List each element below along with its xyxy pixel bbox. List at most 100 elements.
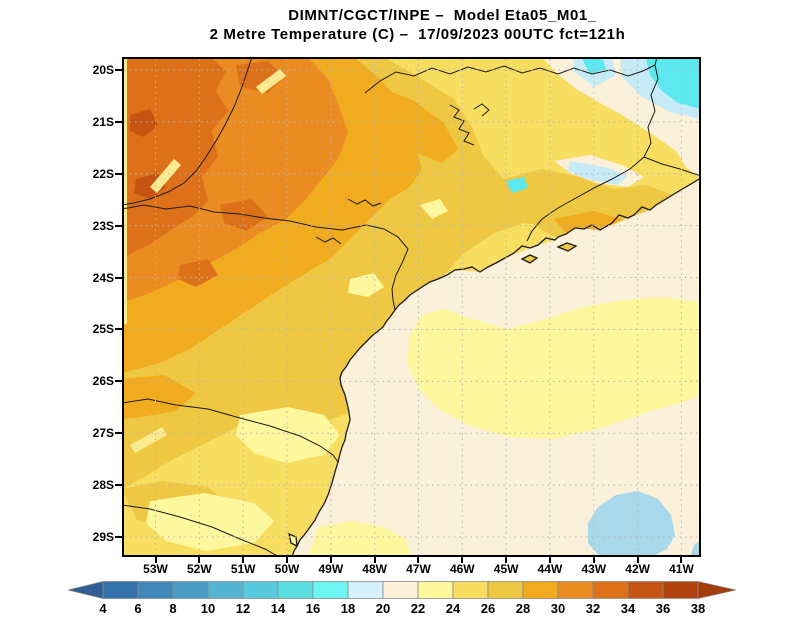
colorbar-tick-32: 32 [585, 601, 601, 616]
colorbar-cell-34-36 [627, 581, 664, 599]
colorbar-tick-28: 28 [515, 601, 531, 616]
lat-tick-22S [115, 172, 122, 175]
lat-label-22S: 22S [92, 166, 114, 181]
ocean-fill [292, 178, 701, 557]
temp-region-22-24-land [420, 199, 448, 219]
edge-streak [124, 59, 127, 324]
colorbar-tick-18: 18 [340, 601, 356, 616]
colorbar [67, 580, 737, 600]
lon-label-42W: 42W [625, 562, 650, 576]
colorbar-tick-20: 20 [375, 601, 391, 616]
lon-tick-49W [329, 557, 332, 563]
lon-tick-48W [373, 557, 376, 563]
lat-tick-23S [115, 224, 122, 227]
lat-label-23S: 23S [92, 218, 114, 233]
lon-label-53W: 53W [143, 562, 168, 576]
lon-label-48W: 48W [362, 562, 387, 576]
lon-tick-47W [417, 557, 420, 563]
lat-tick-24S [115, 276, 122, 279]
colorbar-cell-16-18 [312, 581, 349, 599]
colorbar-cell-32-34 [592, 581, 629, 599]
temp-region-28-30 [374, 85, 458, 163]
lon-tick-45W [505, 557, 508, 563]
lat-label-20S: 20S [92, 63, 114, 77]
colorbar-cell-20-22 [382, 581, 419, 599]
temp-region-32-34 [122, 57, 228, 259]
colorbar-tick-10: 10 [200, 601, 216, 616]
reservoir-lines [315, 103, 490, 245]
lat-label-28S: 28S [92, 478, 114, 493]
lon-tick-51W [242, 557, 245, 563]
lon-tick-50W [285, 557, 288, 563]
lon-label-45W: 45W [493, 562, 519, 576]
ocean-cool-blob-18-20 [588, 491, 675, 557]
temp-region-28-30 [122, 375, 196, 419]
lat-label-26S: 26S [92, 374, 114, 389]
colorbar-tick-22: 22 [410, 601, 426, 616]
temp-region-32-34 [178, 259, 218, 287]
colorbar-cell-30-32 [557, 581, 594, 599]
colorbar-cell-24-26 [452, 581, 489, 599]
lat-tick-26S [115, 380, 122, 383]
colorbar-tick-30: 30 [550, 601, 566, 616]
colorbar-cell-18-20 [347, 581, 384, 599]
lon-tick-42W [636, 557, 639, 563]
lon-label-44W: 44W [537, 562, 563, 576]
ocean-band-22-24 [407, 297, 701, 439]
lat-label-27S: 27S [92, 426, 114, 441]
colorbar-tick-8: 8 [169, 601, 177, 616]
map-panel [121, 56, 702, 558]
colorbar-tick-16: 16 [305, 601, 321, 616]
colorbar-tick-4: 4 [99, 601, 107, 616]
lon-label-49W: 49W [318, 562, 344, 576]
colorbar-cell-22-24 [417, 581, 454, 599]
lat-label-25S: 25S [92, 322, 114, 337]
colorbar-cell-12-14 [242, 581, 279, 599]
ocean-band-22-24 [308, 521, 412, 557]
colorbar-cell-26-28 [487, 581, 524, 599]
lon-label-46W: 46W [449, 562, 475, 576]
map-title-line1: DIMNT/CGCT/INPE – Model Eta05_M01_ [288, 7, 597, 24]
temp-region-22-24-land [146, 493, 274, 551]
colorbar-cell-4-6 [102, 581, 139, 599]
lat-tick-21S [115, 120, 122, 123]
colorbar-svg [67, 580, 737, 600]
colorbar-right-arrow [697, 581, 737, 599]
lon-tick-43W [592, 557, 595, 563]
lon-label-50W: 50W [274, 562, 300, 576]
valley-streak [256, 69, 286, 94]
lon-label-47W: 47W [406, 562, 431, 576]
lat-label-21S: 21S [92, 114, 114, 129]
lon-label-52W: 52W [186, 562, 212, 576]
map-title-line2: 2 Metre Temperature (C) – 17/09/2023 00U… [209, 26, 626, 43]
temp-region-22-24-land [236, 407, 340, 463]
colorbar-tick-14: 14 [270, 601, 286, 616]
lat-label-29S: 29S [92, 530, 114, 544]
colorbar-tick-26: 26 [480, 601, 496, 616]
colorbar-cell-6-8 [137, 581, 174, 599]
colorbar-cell-28-30 [522, 581, 559, 599]
temp-region-16-18 [506, 177, 528, 193]
lat-tick-28S [115, 484, 122, 487]
lon-tick-41W [680, 557, 683, 563]
valley-streak [150, 159, 181, 193]
lat-tick-25S [115, 328, 122, 331]
colorbar-left-arrow [67, 580, 104, 600]
lat-tick-20S [115, 69, 122, 71]
state-boundaries [121, 56, 702, 558]
lat-label-24S: 24S [92, 270, 114, 285]
colorbar-tick-38: 38 [690, 601, 706, 616]
temperature-map [121, 56, 702, 558]
lon-label-43W: 43W [581, 562, 607, 576]
colorbar-tick-34: 34 [620, 601, 636, 616]
lat-tick-29S [115, 536, 122, 538]
lon-tick-52W [198, 557, 201, 563]
lon-tick-46W [461, 557, 464, 563]
temp-region-34-36 [130, 109, 158, 137]
colorbar-cell-10-12 [207, 581, 244, 599]
map-frame [122, 57, 701, 557]
colorbar-tick-12: 12 [235, 601, 251, 616]
colorbar-tick-6: 6 [134, 601, 142, 616]
lon-label-41W: 41W [669, 562, 694, 576]
